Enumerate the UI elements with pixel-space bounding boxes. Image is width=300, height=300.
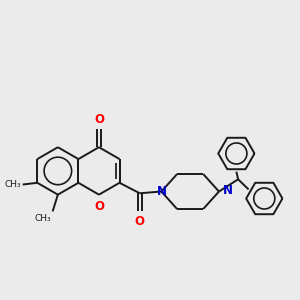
- Text: O: O: [94, 200, 104, 212]
- Text: O: O: [135, 214, 145, 227]
- Text: N: N: [223, 184, 233, 197]
- Text: N: N: [157, 185, 167, 198]
- Text: CH₃: CH₃: [34, 214, 51, 223]
- Text: CH₃: CH₃: [4, 180, 21, 189]
- Text: O: O: [94, 113, 104, 126]
